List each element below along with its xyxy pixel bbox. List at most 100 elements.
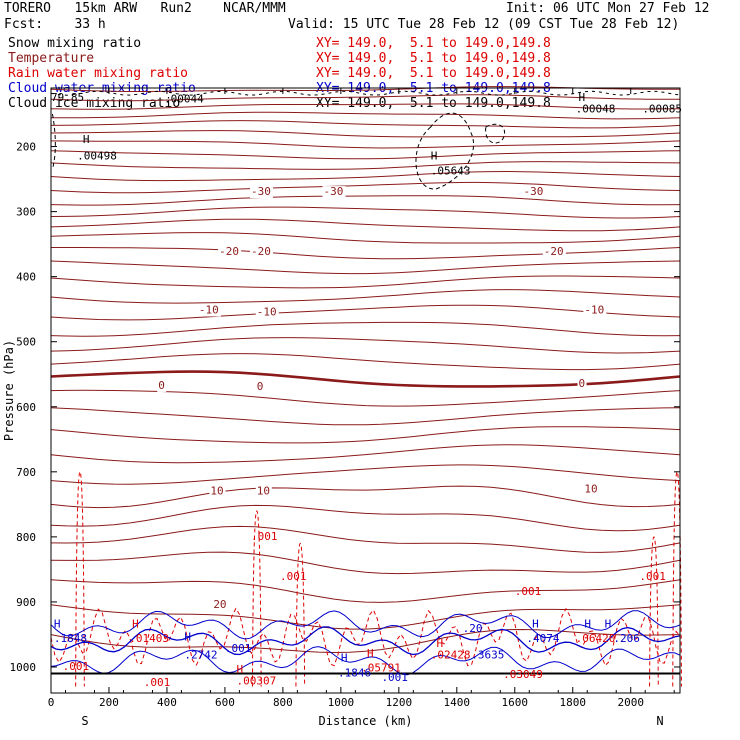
isotherm-line <box>50 444 681 464</box>
y-tick-label: 1000 <box>10 661 37 674</box>
y-tick-label: 900 <box>16 596 36 609</box>
contour-layer <box>50 86 682 687</box>
cloud-label: .001 <box>225 642 252 655</box>
x-tick-label: 800 <box>273 696 293 709</box>
temperature-label-bg <box>255 306 279 319</box>
x-tick-label: 400 <box>157 696 177 709</box>
y-tick-label: 700 <box>16 466 36 479</box>
cloud-label: .1846 <box>338 666 371 679</box>
header-init: Init: 06 UTC Mon 27 Feb 12 <box>506 1 710 16</box>
isotherm-line <box>50 551 681 575</box>
cloud-water-contour <box>50 626 681 656</box>
header-model: TORERO 15km ARW Run2 NCAR/MMM <box>4 1 286 16</box>
temperature-label-bg <box>583 304 607 317</box>
isotherm-line <box>50 206 681 219</box>
temperature-label: -10 <box>584 303 604 316</box>
isotherm-line <box>50 321 681 337</box>
x-tick-label: 600 <box>215 696 235 709</box>
rain-label: H <box>132 618 139 631</box>
isotherm-line <box>50 389 681 407</box>
legend-name-temperature: Temperature <box>8 51 95 66</box>
rain-label: .06420 <box>576 632 616 645</box>
cloud-label: .001 <box>381 671 408 684</box>
temperature-label-bg <box>522 186 546 199</box>
temperature-label-bg <box>197 304 221 317</box>
temperature-label: 10 <box>257 484 270 497</box>
rain-label: .001 <box>639 570 666 583</box>
isotherm-line <box>50 94 680 102</box>
temperature-label: 0 <box>257 380 264 393</box>
temperature-label: -20 <box>544 245 564 258</box>
ice-label: .05643 <box>431 164 471 177</box>
isotherm-line <box>50 485 681 509</box>
x-axis-title: Distance (km) <box>319 714 413 728</box>
temperature-label-bg <box>157 379 167 392</box>
rain-label: .001 <box>280 570 307 583</box>
isotherm-line <box>50 181 681 194</box>
temperature-label-bg <box>542 245 566 258</box>
snow-contour <box>50 90 681 96</box>
rain-label: .05791 <box>361 661 401 674</box>
cloud-label: H <box>605 618 612 631</box>
rain-label: .001 <box>144 676 171 689</box>
snow-label: .00044 <box>164 93 204 106</box>
temperature-label: -20 <box>251 245 271 258</box>
temperature-label: 0 <box>158 379 165 392</box>
rain-label: .001 <box>515 585 542 598</box>
isotherm-line <box>50 275 681 289</box>
isotherm-line <box>50 195 681 206</box>
temperature-label: -10 <box>257 305 277 318</box>
x-tick-label: 1600 <box>502 696 529 709</box>
y-tick-label: 400 <box>16 271 36 284</box>
isotherm-line <box>50 353 681 371</box>
isotherm-line <box>50 218 681 232</box>
isotherm-line <box>51 247 681 260</box>
temperature-label-bg <box>255 381 265 394</box>
isotherm-line <box>50 120 681 129</box>
rain-spike <box>251 510 262 687</box>
ice-contour <box>415 112 474 190</box>
header-fcst: Fcst: 33 h <box>4 17 106 32</box>
rain-spike <box>75 471 85 687</box>
isotherm-line <box>50 370 681 388</box>
temperature-label-bg <box>250 245 274 258</box>
cloud-label: .2742 <box>184 648 217 661</box>
legend-xy-ice: XY= 149.0, 5.1 to 149.0,149.8 <box>316 96 551 111</box>
legend-xy-temperature: XY= 149.0, 5.1 to 149.0,149.8 <box>316 51 551 66</box>
isotherm-line <box>50 289 681 304</box>
isotherm-line <box>50 260 681 275</box>
rain-label: H <box>437 637 444 650</box>
x-tick-label: 2000 <box>617 696 644 709</box>
legend-name-rain: Rain water mixing ratio <box>8 66 189 81</box>
legend-xy-rain: XY= 149.0, 5.1 to 149.0,149.8 <box>316 66 551 81</box>
temperature-label-bg <box>250 186 274 199</box>
rain-spike <box>649 536 659 687</box>
rain-label: H <box>237 663 244 676</box>
y-axis-title: Pressure (hPa) <box>2 340 16 441</box>
isotherm-line <box>50 161 681 170</box>
isotherm-line <box>50 170 681 182</box>
temperature-label: 0 <box>579 377 586 390</box>
isotherm-line <box>50 150 681 160</box>
temperature-label: 10 <box>210 484 223 497</box>
plot-frame <box>50 87 681 694</box>
isotherm-line <box>50 628 681 654</box>
isotherm-line <box>50 604 681 630</box>
rain-contour <box>50 607 681 667</box>
legend-name-snow: Snow mixing ratio <box>8 36 142 51</box>
cloud-label: .1848 <box>54 632 87 645</box>
snow-label: 79.85 <box>51 91 84 104</box>
isotherm-line <box>50 426 681 444</box>
x-tick-label: 1200 <box>386 696 413 709</box>
isotherm-line <box>50 525 681 553</box>
ice-label: H <box>431 149 438 162</box>
isotherm-line <box>50 304 681 321</box>
cloud-label: .4074 <box>526 632 559 645</box>
snow-label: .00048 <box>576 102 616 115</box>
x-tick-label: 1000 <box>328 696 355 709</box>
ice-label: H <box>83 133 90 146</box>
cloud-label: H <box>584 618 591 631</box>
rain-spike <box>672 471 682 687</box>
axes-layer: 0 200 400 600 800 1000 1200 1400 1600 1800 2000200… <box>2 87 681 728</box>
